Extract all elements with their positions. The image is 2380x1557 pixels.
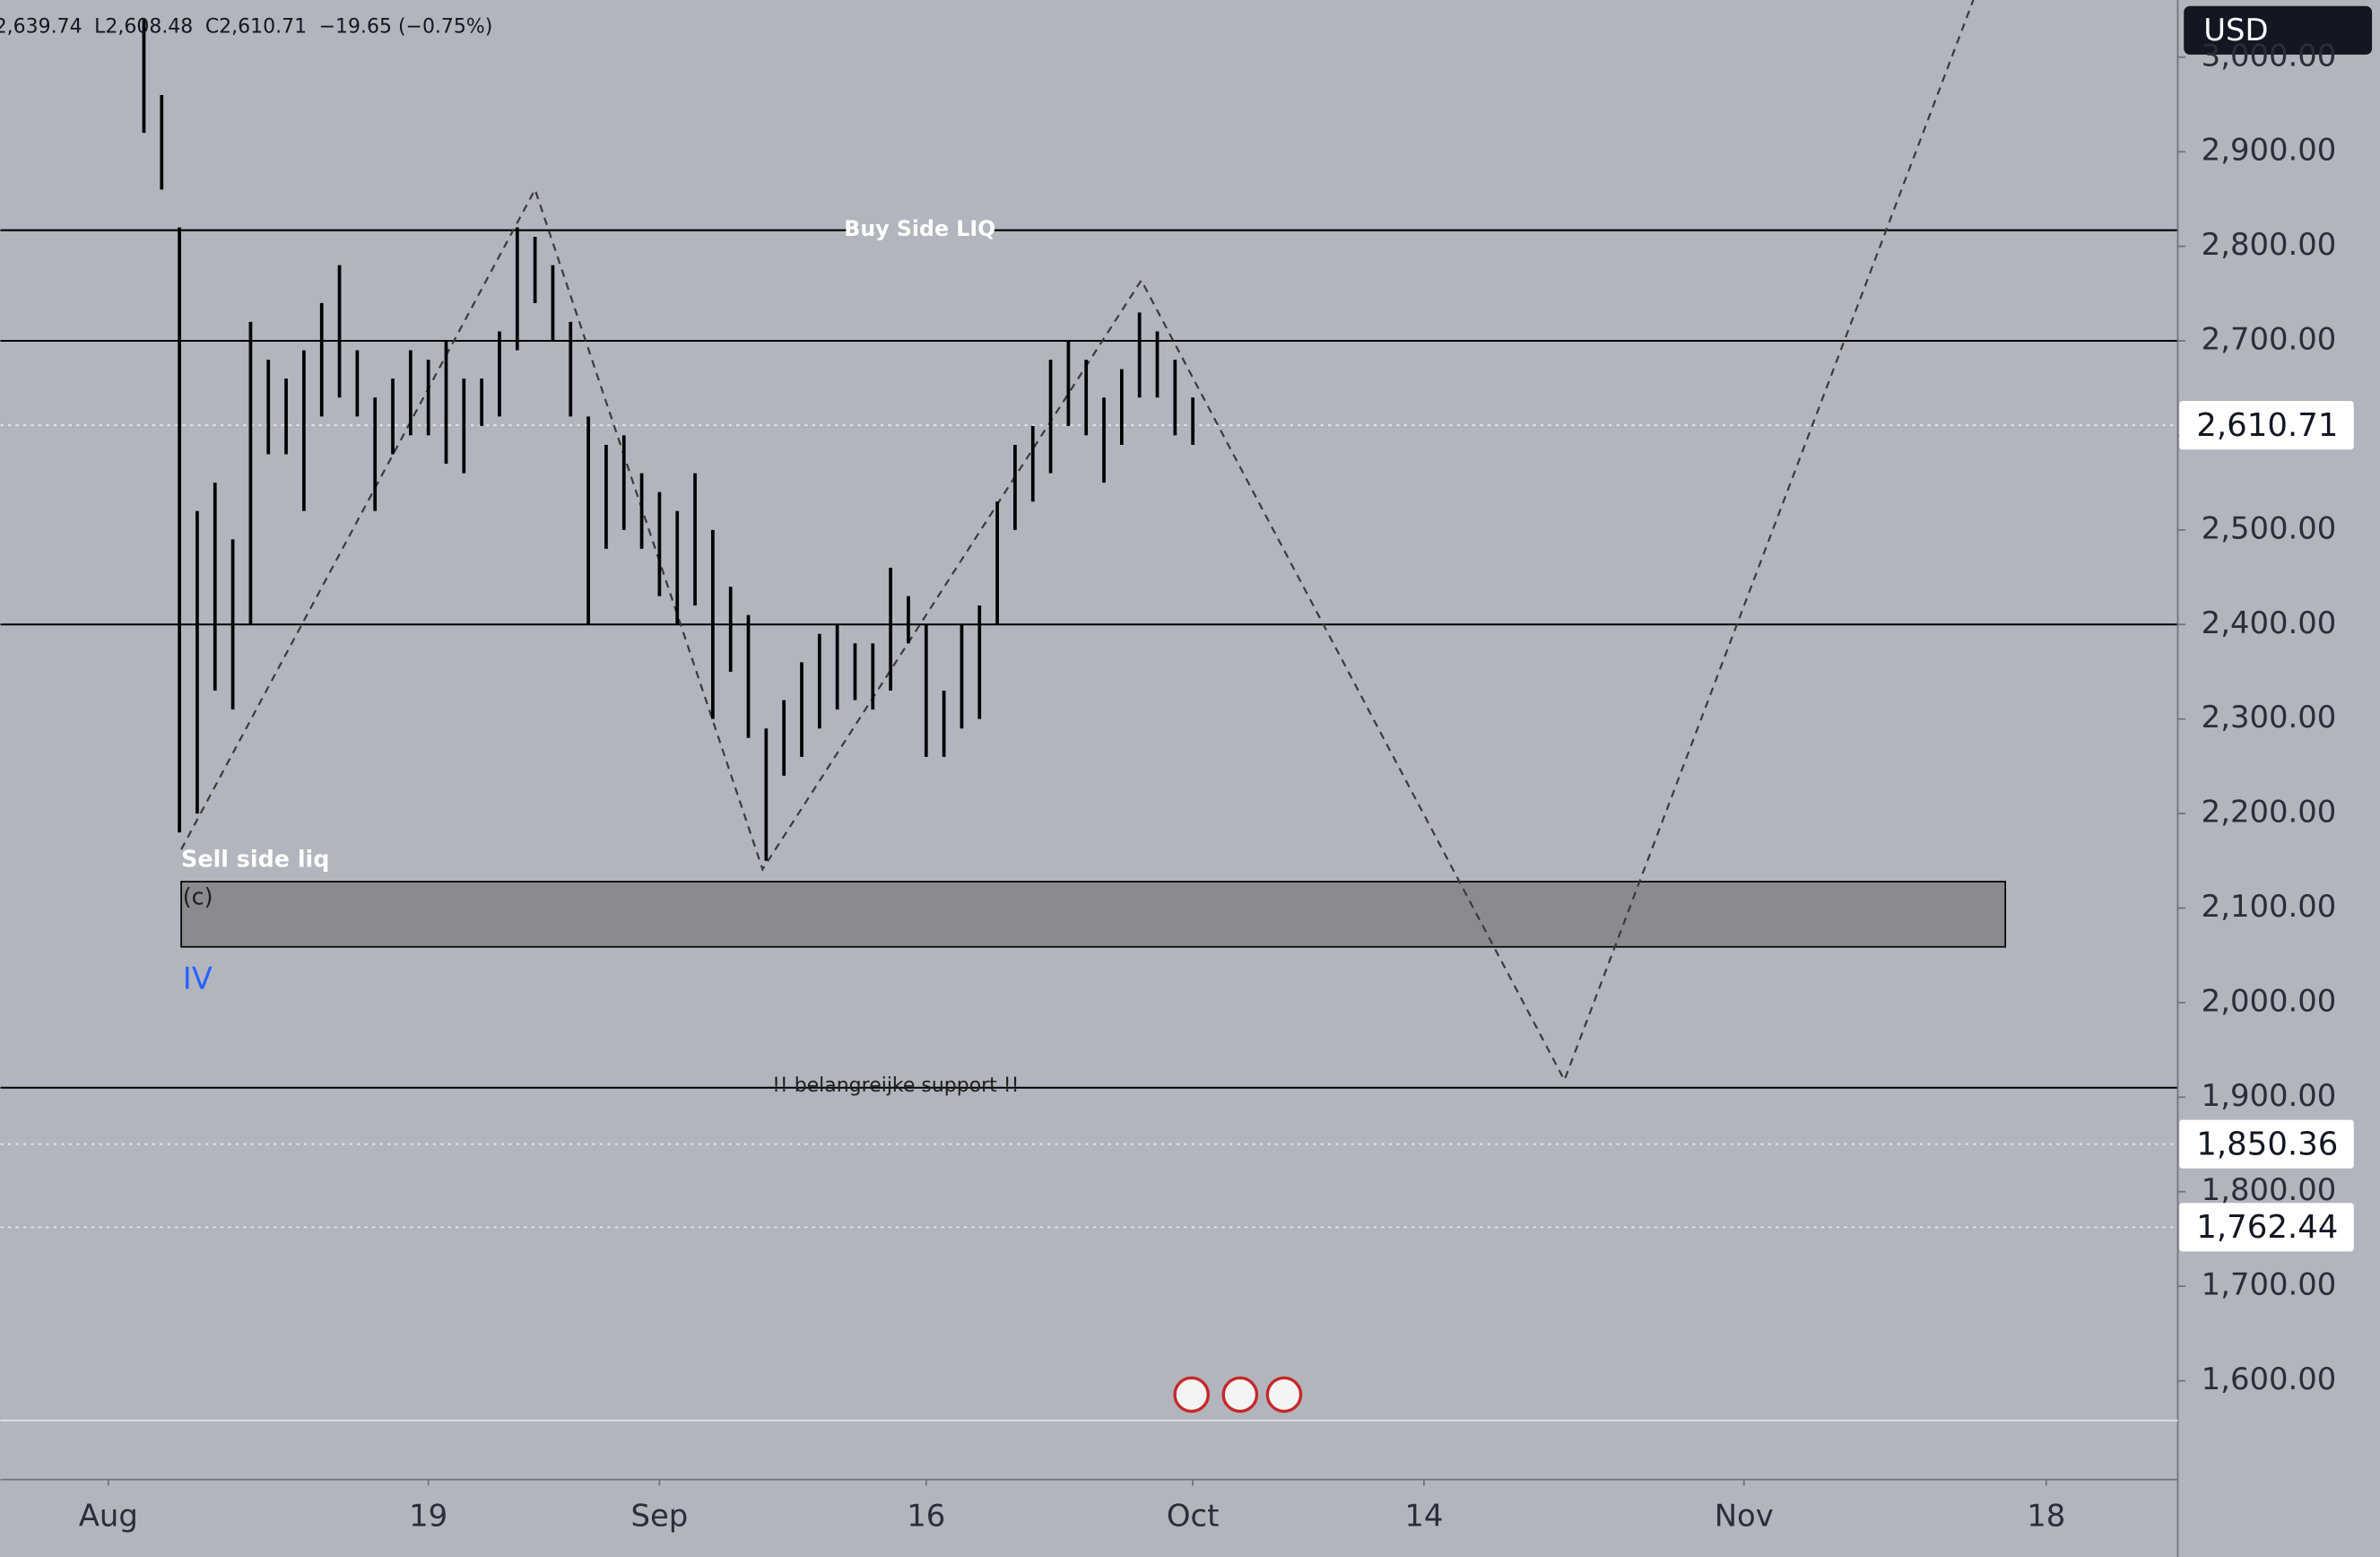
ohlc-value: C2,610.71 xyxy=(205,15,307,38)
y-tick-label: 2,400.00 xyxy=(2202,605,2337,640)
price-label: 1,762.44 xyxy=(2196,1209,2338,1246)
y-tick-label: 2,700.00 xyxy=(2202,322,2337,357)
zone-inner-label: (c) xyxy=(183,883,213,910)
ohlc-value: L2,608.48 xyxy=(94,15,193,38)
x-tick-label: Sep xyxy=(631,1499,689,1534)
x-tick-label: 16 xyxy=(907,1499,945,1534)
flag-icon xyxy=(1173,1376,1210,1413)
y-tick-label: 2,900.00 xyxy=(2202,133,2337,168)
y-tick-label: 1,800.00 xyxy=(2202,1172,2337,1207)
price-label-box xyxy=(2179,1119,2354,1169)
x-tick-label: 14 xyxy=(1404,1499,1443,1534)
y-tick-label: 1,700.00 xyxy=(2202,1267,2337,1302)
x-tick-label: Aug xyxy=(79,1499,138,1534)
price-label-box xyxy=(2179,1203,2354,1252)
y-tick-label: 1,600.00 xyxy=(2202,1361,2337,1396)
y-tick-label: 2,000.00 xyxy=(2202,983,2337,1018)
currency-label: USD xyxy=(2203,13,2268,48)
y-tick-label: 3,000.00 xyxy=(2202,38,2337,73)
wave-label: IV xyxy=(183,961,213,996)
y-tick-label: 2,300.00 xyxy=(2202,700,2337,735)
level-label: Buy Side LIQ xyxy=(844,216,995,241)
currency-badge[interactable] xyxy=(2184,5,2373,55)
price-label: 2,610.71 xyxy=(2196,407,2338,444)
y-tick-label: 2,800.00 xyxy=(2202,227,2337,262)
ohlc-header: 2,639.74 L2,608.48 C2,610.71 −19.65 (−0.75%… xyxy=(0,15,492,38)
ohlc-value: 2,639.74 xyxy=(0,15,83,38)
zone-box xyxy=(180,881,2007,948)
price-label: 1,850.36 xyxy=(2196,1126,2338,1162)
y-tick-label: 2,200.00 xyxy=(2202,795,2337,830)
level-label: !! belangreijke support !! xyxy=(772,1074,1019,1097)
x-tick-label: Oct xyxy=(1167,1499,1219,1534)
x-tick-label: 19 xyxy=(409,1499,447,1534)
flag-icon xyxy=(1265,1376,1303,1413)
event-flags xyxy=(1173,1376,1303,1413)
zone-top-label: Sell side liq xyxy=(181,845,329,872)
x-tick-label: Nov xyxy=(1715,1499,1774,1534)
level-label-bg xyxy=(847,216,994,244)
flag-icon xyxy=(1221,1376,1259,1413)
y-tick-label: 2,500.00 xyxy=(2202,510,2337,545)
y-tick-label: 2,100.00 xyxy=(2202,889,2337,924)
plot-area: Buy Side LIQ !! belangreijke support !! Se… xyxy=(0,0,2178,1229)
y-tick-label: 1,900.00 xyxy=(2202,1078,2337,1113)
price-label-box xyxy=(2179,401,2354,450)
x-tick-label: 18 xyxy=(2027,1499,2065,1534)
ohlc-value: −19.65 (−0.75%) xyxy=(319,15,493,38)
